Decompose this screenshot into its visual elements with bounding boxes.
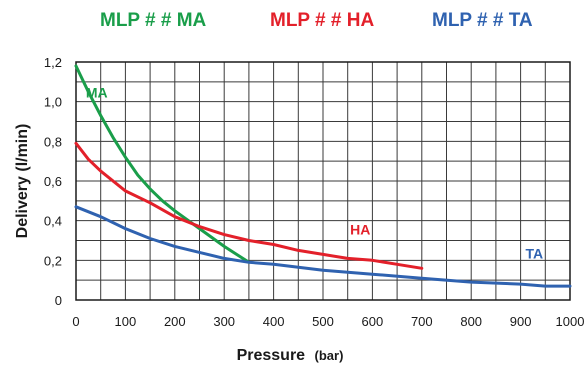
- x-tick-label: 800: [460, 314, 482, 329]
- y-tick-label: 1,0: [44, 95, 62, 110]
- series-label-ta: TA: [526, 245, 544, 261]
- y-tick-label: 0,8: [44, 134, 62, 149]
- x-tick-label: 300: [213, 314, 235, 329]
- chart-grid: [75, 61, 571, 301]
- y-tick-label: 0,2: [44, 253, 62, 268]
- y-tick-label: 0: [55, 293, 62, 308]
- y-tick-label: 1,2: [44, 55, 62, 70]
- plot-frame: [75, 61, 571, 301]
- x-tick-label: 400: [263, 314, 285, 329]
- x-tick-label: 900: [510, 314, 532, 329]
- x-tick-label: 1000: [556, 314, 584, 329]
- x-axis-ticks: 0 100 200 300 400 500 600 700 800 900 1000: [72, 314, 584, 329]
- y-tick-label: 0,6: [44, 174, 62, 189]
- x-axis-title: Pressure: [237, 347, 306, 364]
- x-axis-unit: (bar): [315, 348, 344, 363]
- y-axis-ticks: 0 0,2 0,4 0,6 0,8 1,0 1,2: [44, 55, 62, 308]
- x-tick-label: 0: [72, 314, 79, 329]
- x-tick-label: 100: [115, 314, 137, 329]
- chart-legend: MLP # # MA MLP # # HA MLP # # TA: [100, 10, 533, 31]
- x-axis-title-group: Pressure (bar): [237, 347, 344, 364]
- chart-series: MA HA TA: [74, 64, 572, 288]
- y-axis-title: Delivery (l/min): [14, 124, 31, 239]
- legend-entry-ta: MLP # # TA: [432, 10, 533, 31]
- series-line-ta: [74, 205, 572, 288]
- x-tick-label: 700: [411, 314, 433, 329]
- x-tick-label: 500: [312, 314, 334, 329]
- y-tick-label: 0,4: [44, 214, 62, 229]
- series-line-ha: [74, 141, 424, 270]
- legend-entry-ha: MLP # # HA: [270, 10, 374, 31]
- x-tick-label: 200: [164, 314, 186, 329]
- series-label-ha: HA: [350, 222, 370, 238]
- legend-entry-ma: MLP # # MA: [100, 10, 207, 31]
- x-tick-label: 600: [362, 314, 384, 329]
- series-line-ma: [74, 64, 251, 264]
- series-label-ma: MA: [86, 85, 108, 101]
